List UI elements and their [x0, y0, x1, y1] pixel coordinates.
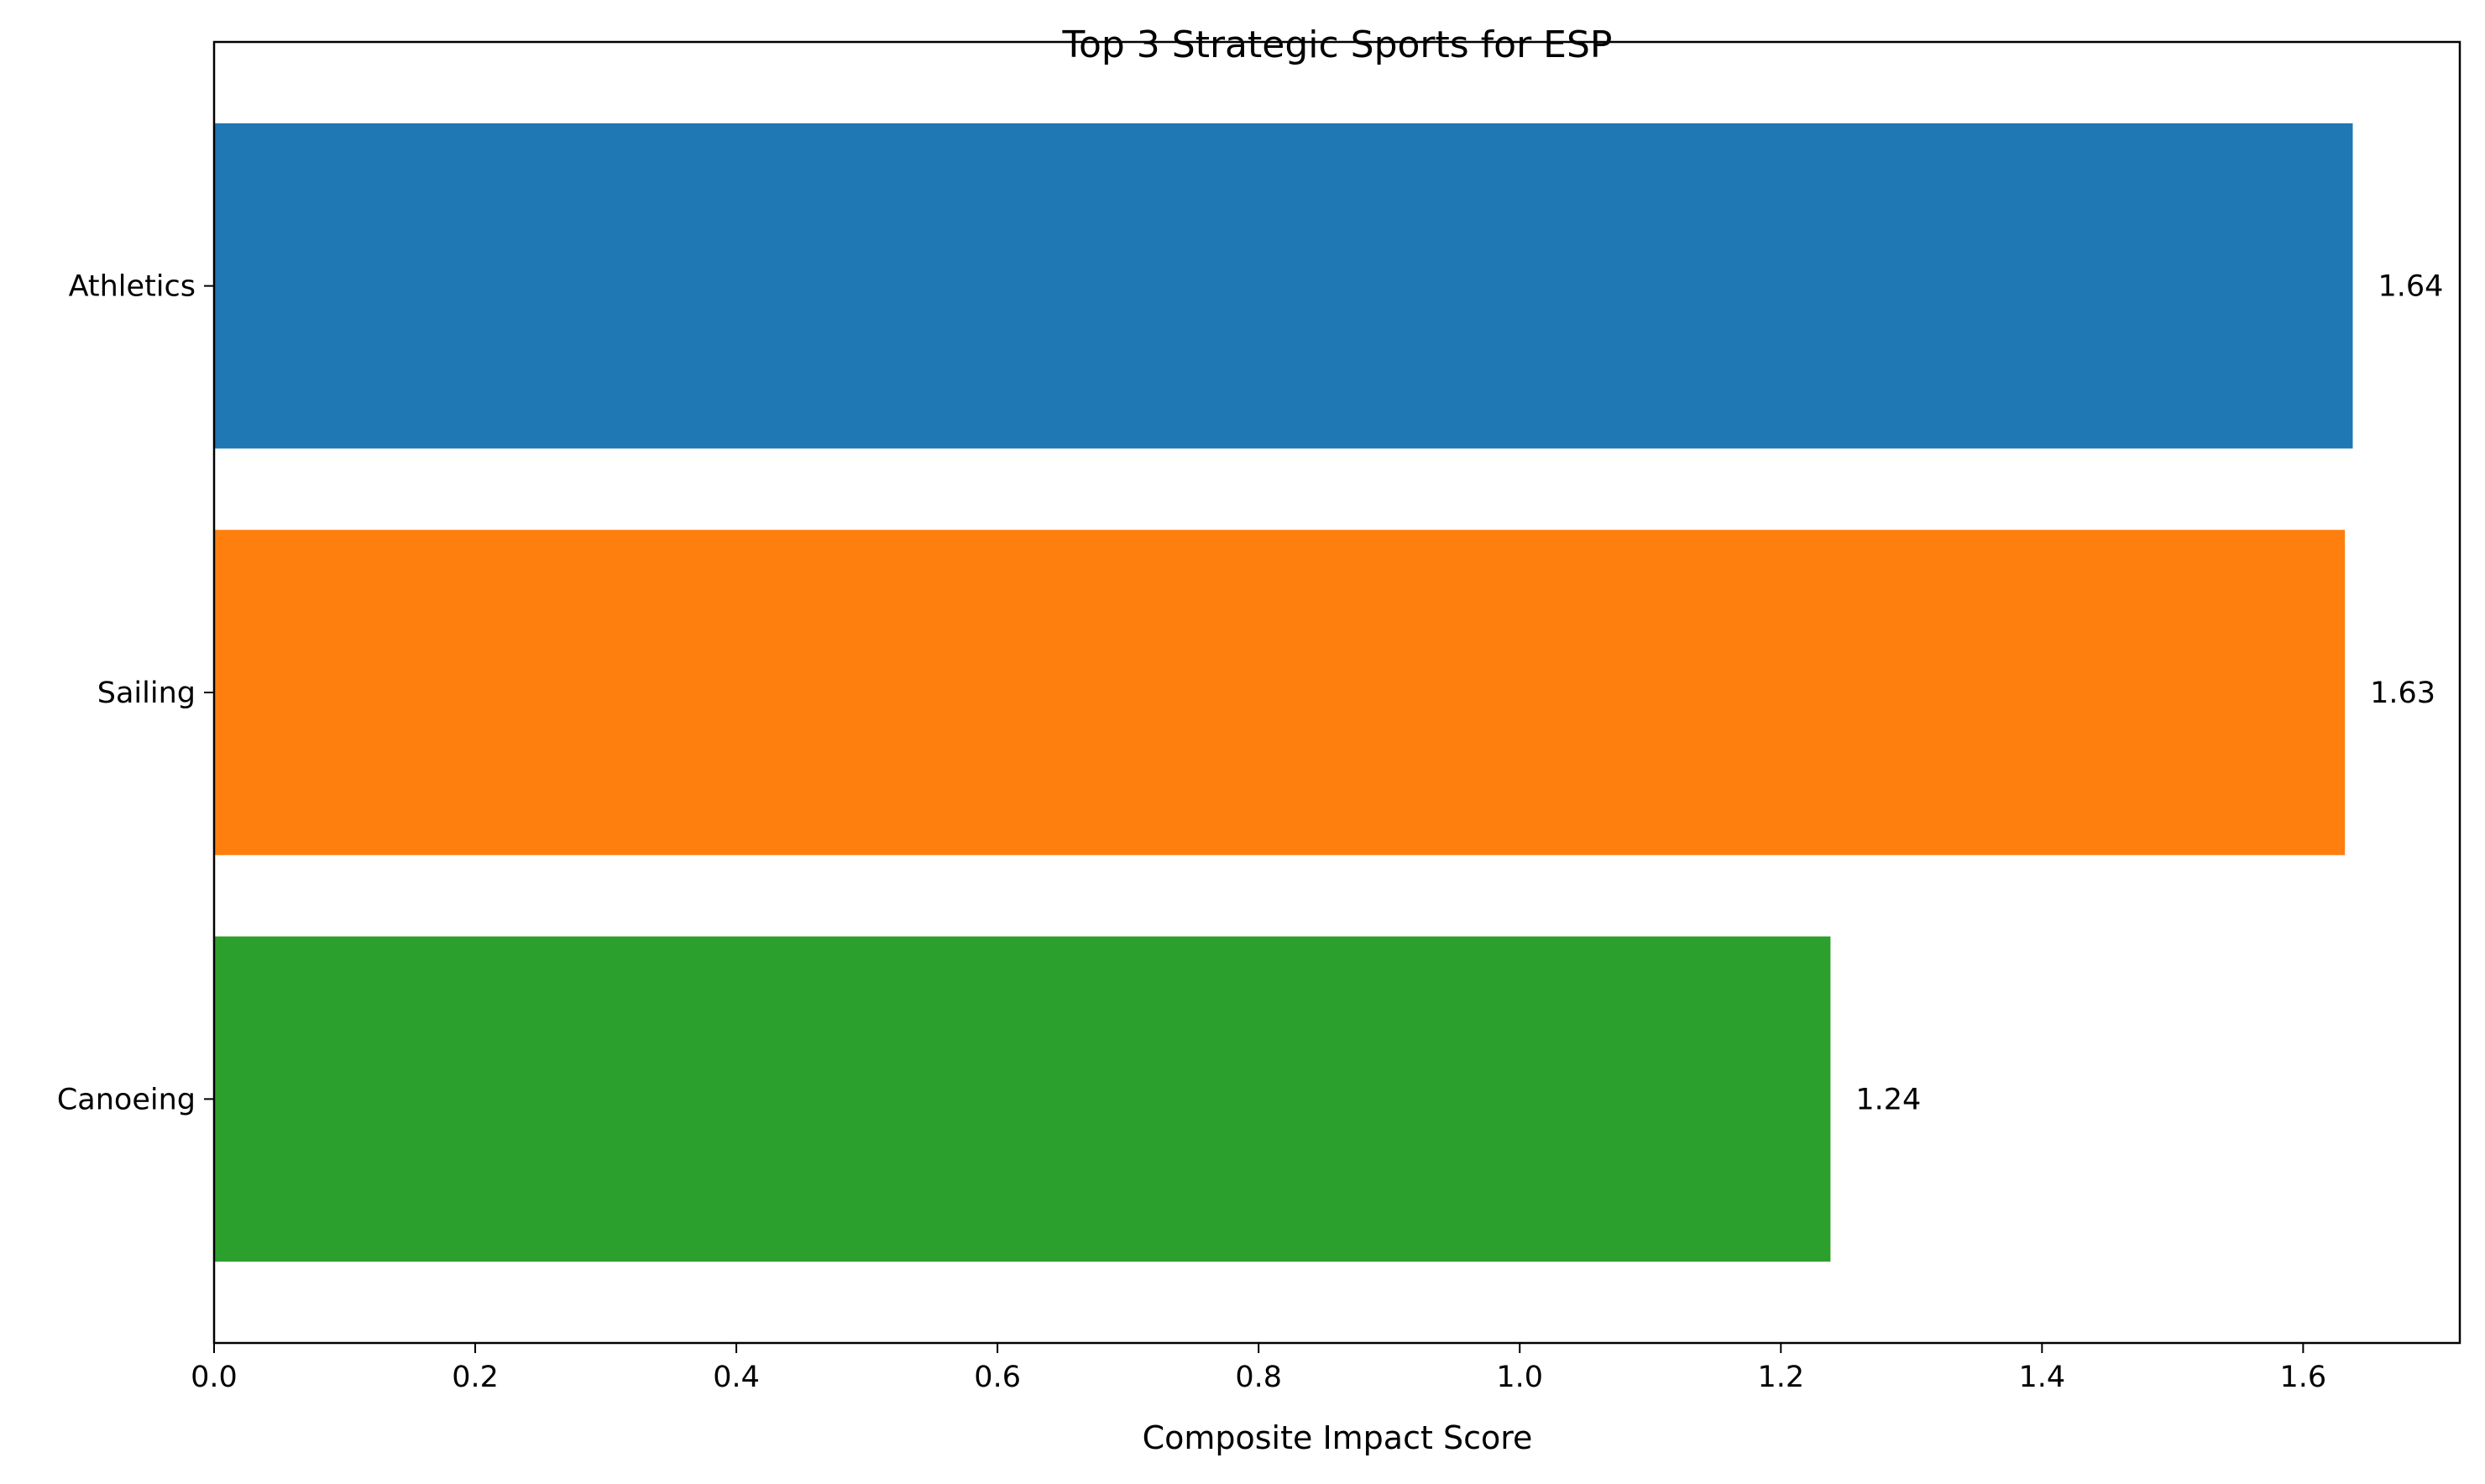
data-label: 1.64: [2378, 270, 2443, 304]
bar-sailing: [214, 530, 2346, 855]
y-tick-label: Canoeing: [57, 1083, 196, 1116]
x-axis-label: Composite Impact Score: [1143, 1419, 1533, 1456]
x-tick-label: 0.2: [452, 1361, 499, 1394]
plot-area: Athletics 1.64 Sailing 1.63 Canoeing 1.24 0.0 0…: [57, 40, 2461, 1394]
y-tick-label: Sailing: [97, 677, 196, 710]
x-tick-label: 0.4: [713, 1361, 760, 1394]
data-label: 1.24: [1855, 1083, 1921, 1116]
x-tick-label: 1.4: [2018, 1361, 2065, 1394]
x-tick-label: 1.0: [1496, 1361, 1543, 1394]
x-tick-label: 0.8: [1235, 1361, 1282, 1394]
axes-frame: [212, 40, 2461, 1345]
bar-athletics: [214, 123, 2353, 449]
x-tick-label: 0.0: [191, 1361, 238, 1394]
chart-title: Top 3 Strategic Sports for ESP: [1062, 24, 1613, 66]
x-tick-label: 1.2: [1757, 1361, 1804, 1394]
x-tick-label: 0.6: [974, 1361, 1021, 1394]
data-label: 1.63: [2370, 677, 2435, 710]
bar-canoeing: [214, 936, 1831, 1262]
y-tick-label: Athletics: [69, 270, 196, 304]
x-tick-label: 1.6: [2280, 1361, 2327, 1394]
